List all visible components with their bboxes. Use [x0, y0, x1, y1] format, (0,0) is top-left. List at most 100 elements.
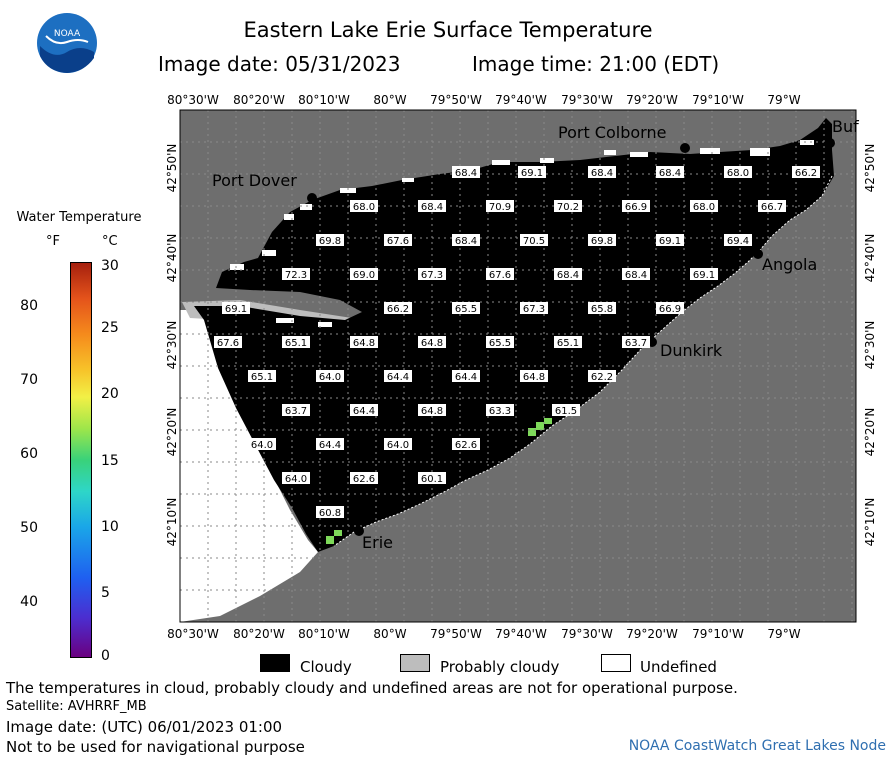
temperature-value: 64.0	[387, 440, 409, 451]
temperature-value: 65.8	[591, 304, 613, 315]
temperature-label-box	[418, 336, 446, 348]
temperature-reading: 63.7	[282, 404, 310, 417]
temperature-value: 68.0	[693, 202, 715, 213]
tick-c-10: 10	[101, 519, 119, 535]
temperature-value: 61.5	[555, 406, 577, 417]
lon-label-top: 79°30'W	[561, 93, 613, 107]
legend-label-undefined: Undefined	[640, 658, 717, 676]
us-shoreline	[333, 175, 833, 547]
lon-label-bottom: 79°10'W	[692, 627, 744, 641]
temperature-reading: 65.1	[282, 336, 310, 349]
temperature-label-box	[214, 336, 242, 348]
page-title: Eastern Lake Erie Surface Temperature	[243, 18, 653, 42]
temperature-value: 64.4	[387, 372, 409, 383]
disclaimer-text: The temperatures in cloud, probably clou…	[6, 679, 738, 697]
temperature-value: 68.4	[591, 168, 613, 179]
temperature-value: 68.4	[625, 270, 647, 281]
longitude-labels-bottom: 80°30'W 80°20'W 80°10'W 80°W 79°50'W 79°…	[167, 627, 801, 641]
lon-label-bottom: 80°30'W	[167, 627, 219, 641]
temperature-value: 64.0	[251, 440, 273, 451]
temperature-value: 64.4	[353, 406, 375, 417]
temperature-label-box	[520, 302, 548, 314]
temperature-label-box	[350, 336, 378, 348]
temperature-label-box	[656, 302, 684, 314]
temperature-label-box	[418, 200, 446, 212]
temperature-label-box	[690, 200, 718, 212]
temperature-reading: 67.6	[214, 336, 242, 349]
temperature-value: 69.1	[521, 168, 543, 179]
lat-label-left: 42°50'N	[165, 144, 179, 193]
temperature-label-box	[588, 370, 616, 382]
lat-label-right: 42°20'N	[863, 408, 877, 457]
temperature-label-box	[418, 472, 446, 484]
city-label-dunkirk: Dunkirk	[660, 341, 723, 360]
temperature-value: 69.1	[225, 304, 247, 315]
lon-label-top: 79°10'W	[692, 93, 744, 107]
city-label-port-colborne: Port Colborne	[558, 123, 666, 142]
temperature-reading: 66.7	[758, 200, 786, 213]
temperature-label-box	[350, 404, 378, 416]
temperature-value: 64.8	[421, 406, 443, 417]
temperature-value: 64.8	[523, 372, 545, 383]
legend-label-cloudy: Cloudy	[300, 658, 352, 676]
temperature-value: 68.0	[727, 168, 749, 179]
temperature-label-box	[554, 268, 582, 280]
temperature-label-box	[656, 234, 684, 246]
city-dot-erie	[354, 526, 364, 536]
temperature-label-box	[452, 438, 480, 450]
temperature-value: 68.4	[455, 168, 477, 179]
lon-label-bottom: 79°40'W	[495, 627, 547, 641]
temperature-value: 66.9	[659, 304, 681, 315]
temperature-reading: 70.9	[486, 200, 514, 213]
temperature-value: 69.1	[693, 270, 715, 281]
temperature-reading: 68.4	[622, 268, 650, 281]
temperature-value: 63.7	[625, 338, 647, 349]
temperature-label-box	[452, 234, 480, 246]
temperature-reading: 64.8	[418, 336, 446, 349]
temperature-reading: 64.8	[520, 370, 548, 383]
temperature-reading: 66.9	[622, 200, 650, 213]
legend-swatch-cloudy	[260, 654, 290, 672]
city-label-erie: Erie	[362, 533, 393, 552]
temperature-label-box	[724, 234, 752, 246]
temperature-reading: 72.3	[282, 268, 310, 281]
temperature-reading: 62.6	[452, 438, 480, 451]
temperature-value: 72.3	[285, 270, 307, 281]
temperature-reading: 65.5	[452, 302, 480, 315]
lat-label-right: 42°10'N	[863, 498, 877, 547]
temperature-reading: 65.5	[486, 336, 514, 349]
temperature-label-box	[588, 166, 616, 178]
temperature-reading: 70.2	[554, 200, 582, 213]
temperature-reading: 64.0	[282, 472, 310, 485]
temperature-label-box	[486, 404, 514, 416]
tick-f-40: 40	[20, 594, 38, 610]
temperature-label-box	[282, 404, 310, 416]
temperature-label-box	[486, 268, 514, 280]
temperature-value: 70.2	[557, 202, 579, 213]
temperature-label-box	[552, 404, 580, 416]
temperature-reading: 69.1	[656, 234, 684, 247]
temperature-value: 68.4	[557, 270, 579, 281]
temperature-color-bar	[70, 262, 92, 658]
temperature-reading: 62.2	[588, 370, 616, 383]
temperature-value: 65.5	[455, 304, 477, 315]
temperature-reading: 68.4	[418, 200, 446, 213]
temperature-value: 66.2	[795, 168, 817, 179]
lat-label-left: 42°20'N	[165, 408, 179, 457]
temperature-label-box	[248, 370, 276, 382]
temperature-label-box	[622, 268, 650, 280]
temperature-label-box	[282, 472, 310, 484]
temperature-label-box	[518, 166, 546, 178]
temperature-reading: 68.0	[350, 200, 378, 213]
temperature-label-box	[452, 166, 480, 178]
temperature-label-box	[588, 234, 616, 246]
temperature-label-box	[724, 166, 752, 178]
temperature-label-box	[520, 370, 548, 382]
lat-label-left: 42°30'N	[165, 321, 179, 370]
lon-label-bottom: 79°30'W	[561, 627, 613, 641]
temperature-value: 64.8	[353, 338, 375, 349]
temperature-value: 63.7	[285, 406, 307, 417]
lon-label-top: 80°W	[373, 93, 406, 107]
tick-f-60: 60	[20, 446, 38, 462]
noaa-logo: NOAA	[37, 13, 97, 73]
